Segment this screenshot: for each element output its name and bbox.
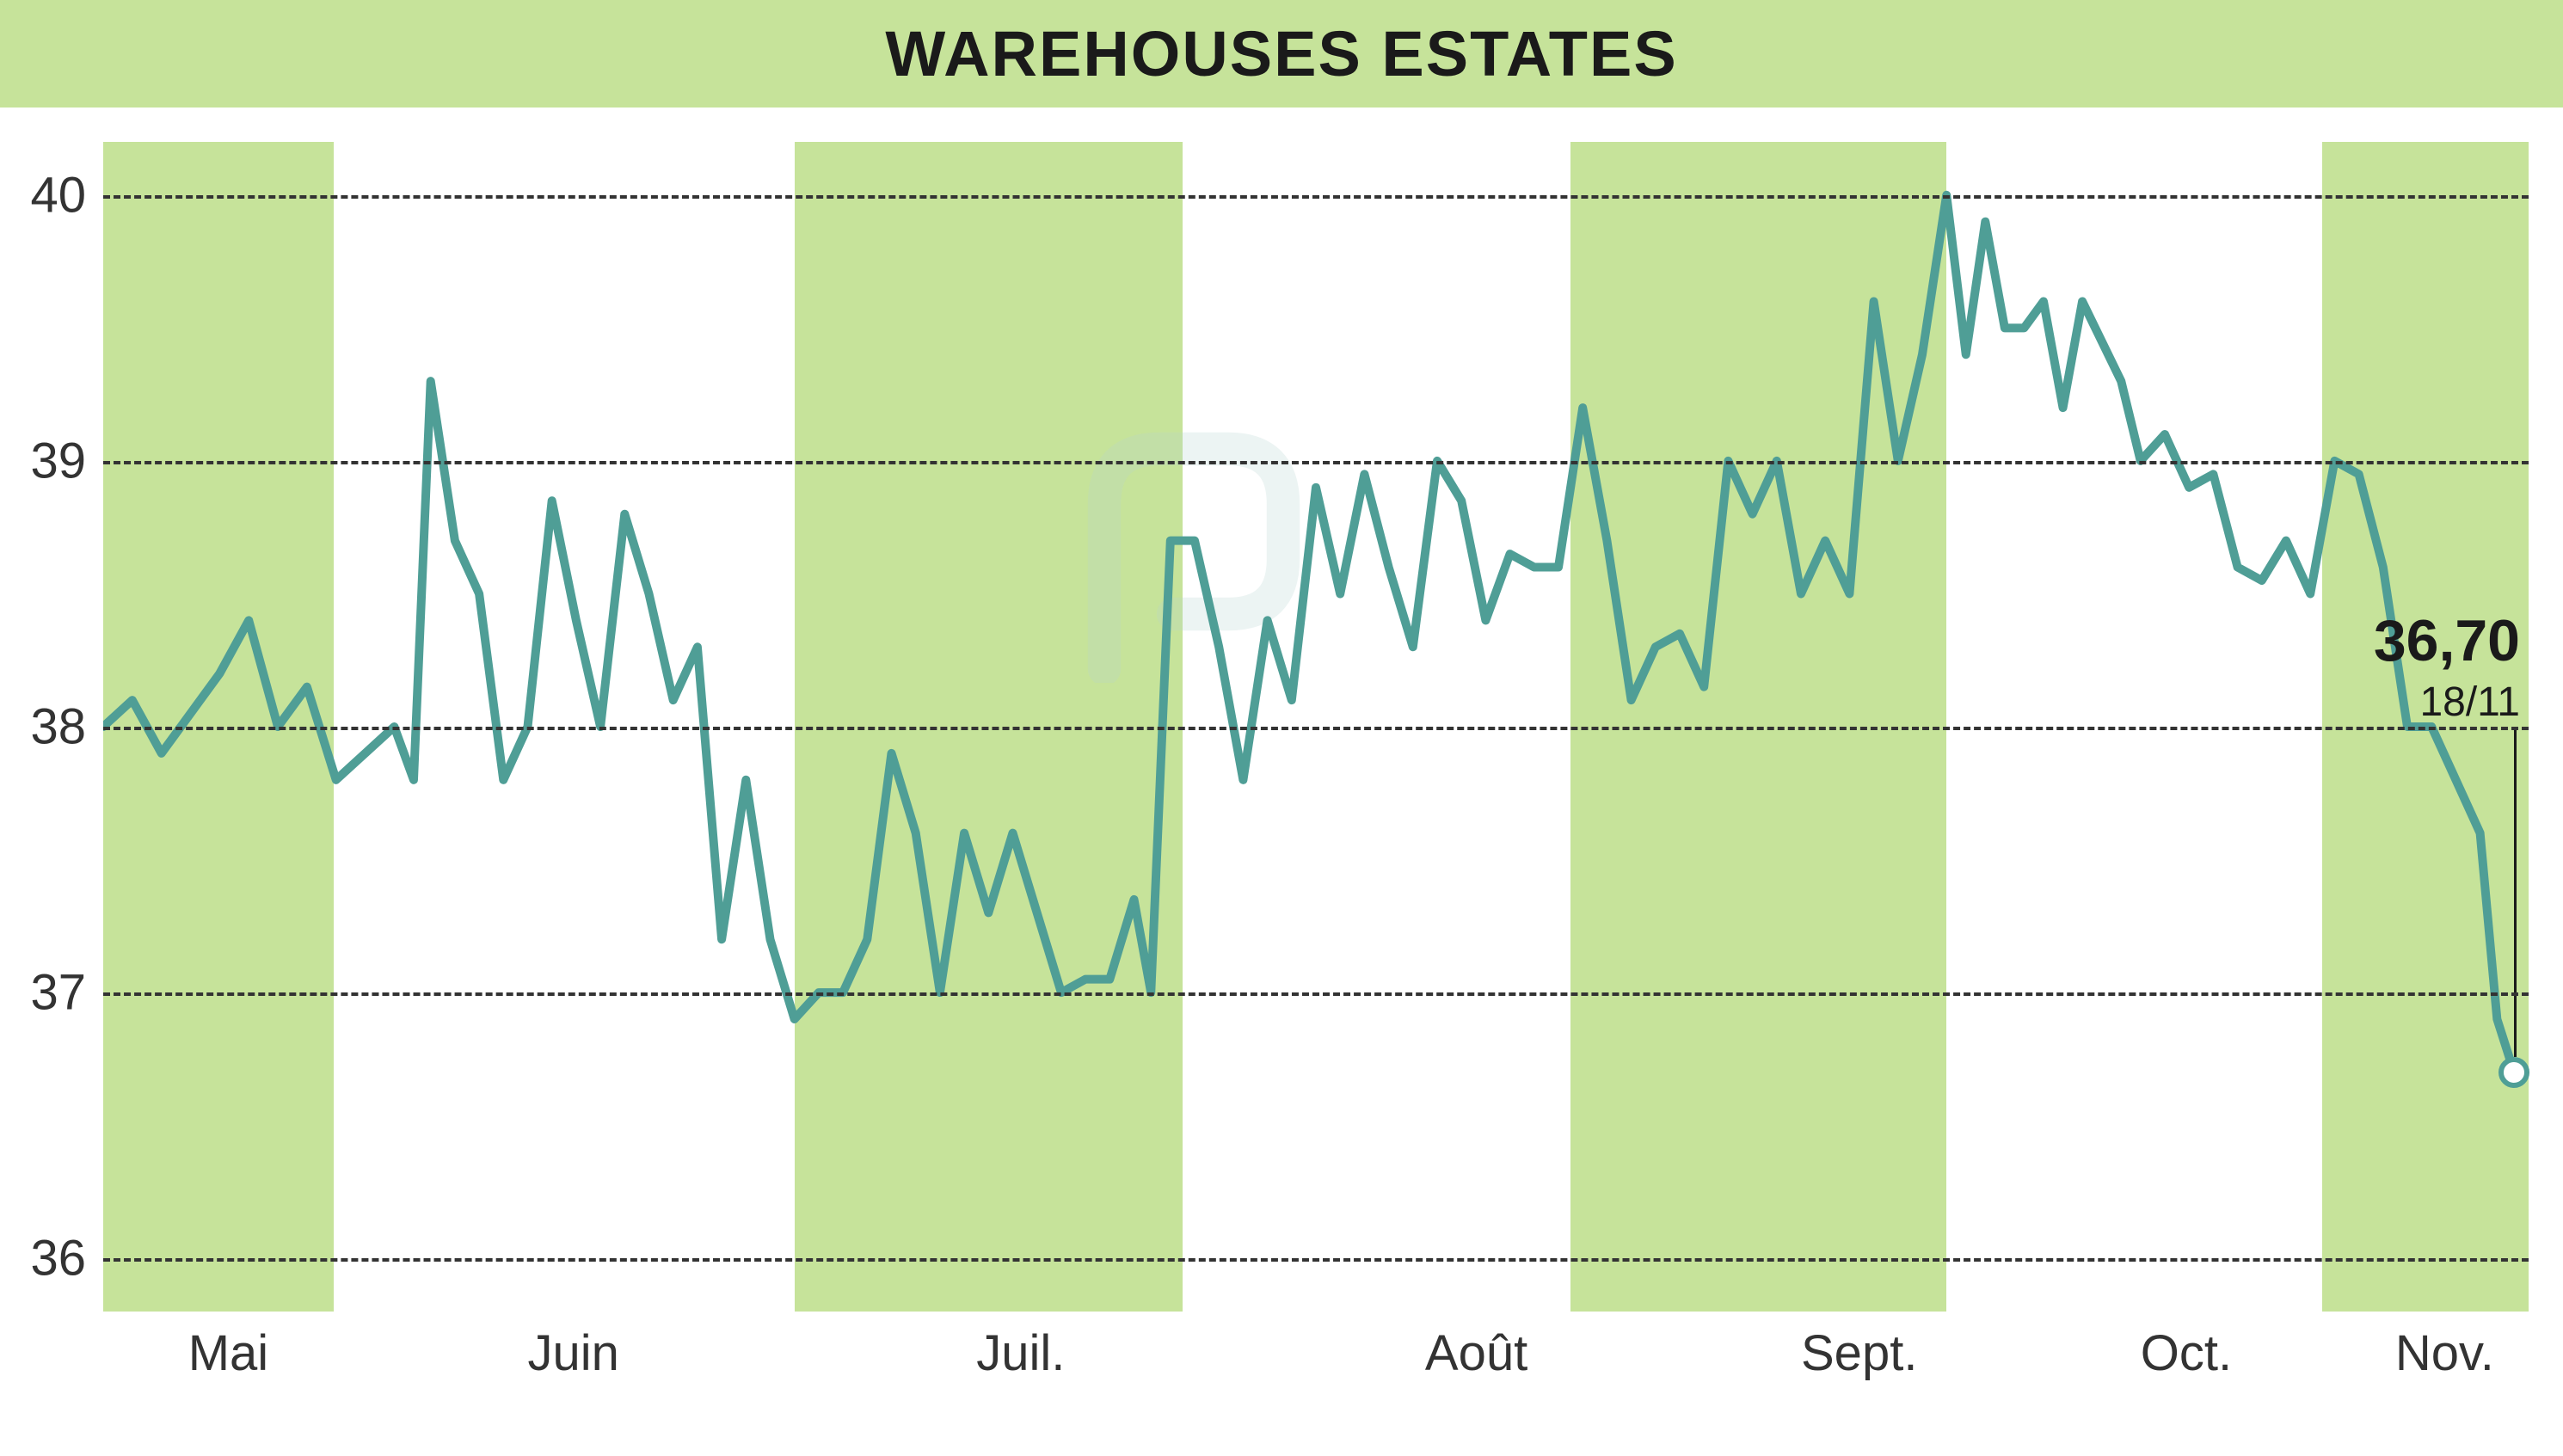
- grid-line: [103, 461, 2529, 464]
- end-date-label: 18/11: [2419, 679, 2520, 726]
- plot-region: 36,70 18/11 3637383940MaiJuinJuil.AoûtSe…: [103, 142, 2529, 1312]
- y-axis-label: 38: [30, 698, 103, 756]
- x-axis-label: Juil.: [976, 1312, 1065, 1382]
- y-axis-label: 40: [30, 166, 103, 224]
- stock-chart: WAREHOUSES ESTATES 36,70 18/11 363738394…: [0, 0, 2563, 1456]
- y-axis-label: 37: [30, 964, 103, 1022]
- y-axis-label: 39: [30, 432, 103, 489]
- end-point-marker: [2498, 1057, 2529, 1088]
- end-value-label: 36,70: [2374, 607, 2520, 674]
- x-axis-label: Nov.: [2395, 1312, 2494, 1382]
- x-axis-label: Oct.: [2141, 1312, 2232, 1382]
- grid-line: [103, 195, 2529, 199]
- grid-line: [103, 727, 2529, 730]
- x-axis-label: Juin: [528, 1312, 619, 1382]
- x-axis-label: Mai: [188, 1312, 268, 1382]
- x-axis-label: Août: [1425, 1312, 1527, 1382]
- y-axis-label: 36: [30, 1230, 103, 1287]
- callout-line: [2514, 727, 2517, 1057]
- x-axis-label: Sept.: [1801, 1312, 1917, 1382]
- chart-plot-area: 36,70 18/11 3637383940MaiJuinJuil.AoûtSe…: [103, 142, 2529, 1312]
- chart-title: WAREHOUSES ESTATES: [0, 0, 2563, 108]
- grid-line: [103, 1258, 2529, 1262]
- grid-line: [103, 992, 2529, 996]
